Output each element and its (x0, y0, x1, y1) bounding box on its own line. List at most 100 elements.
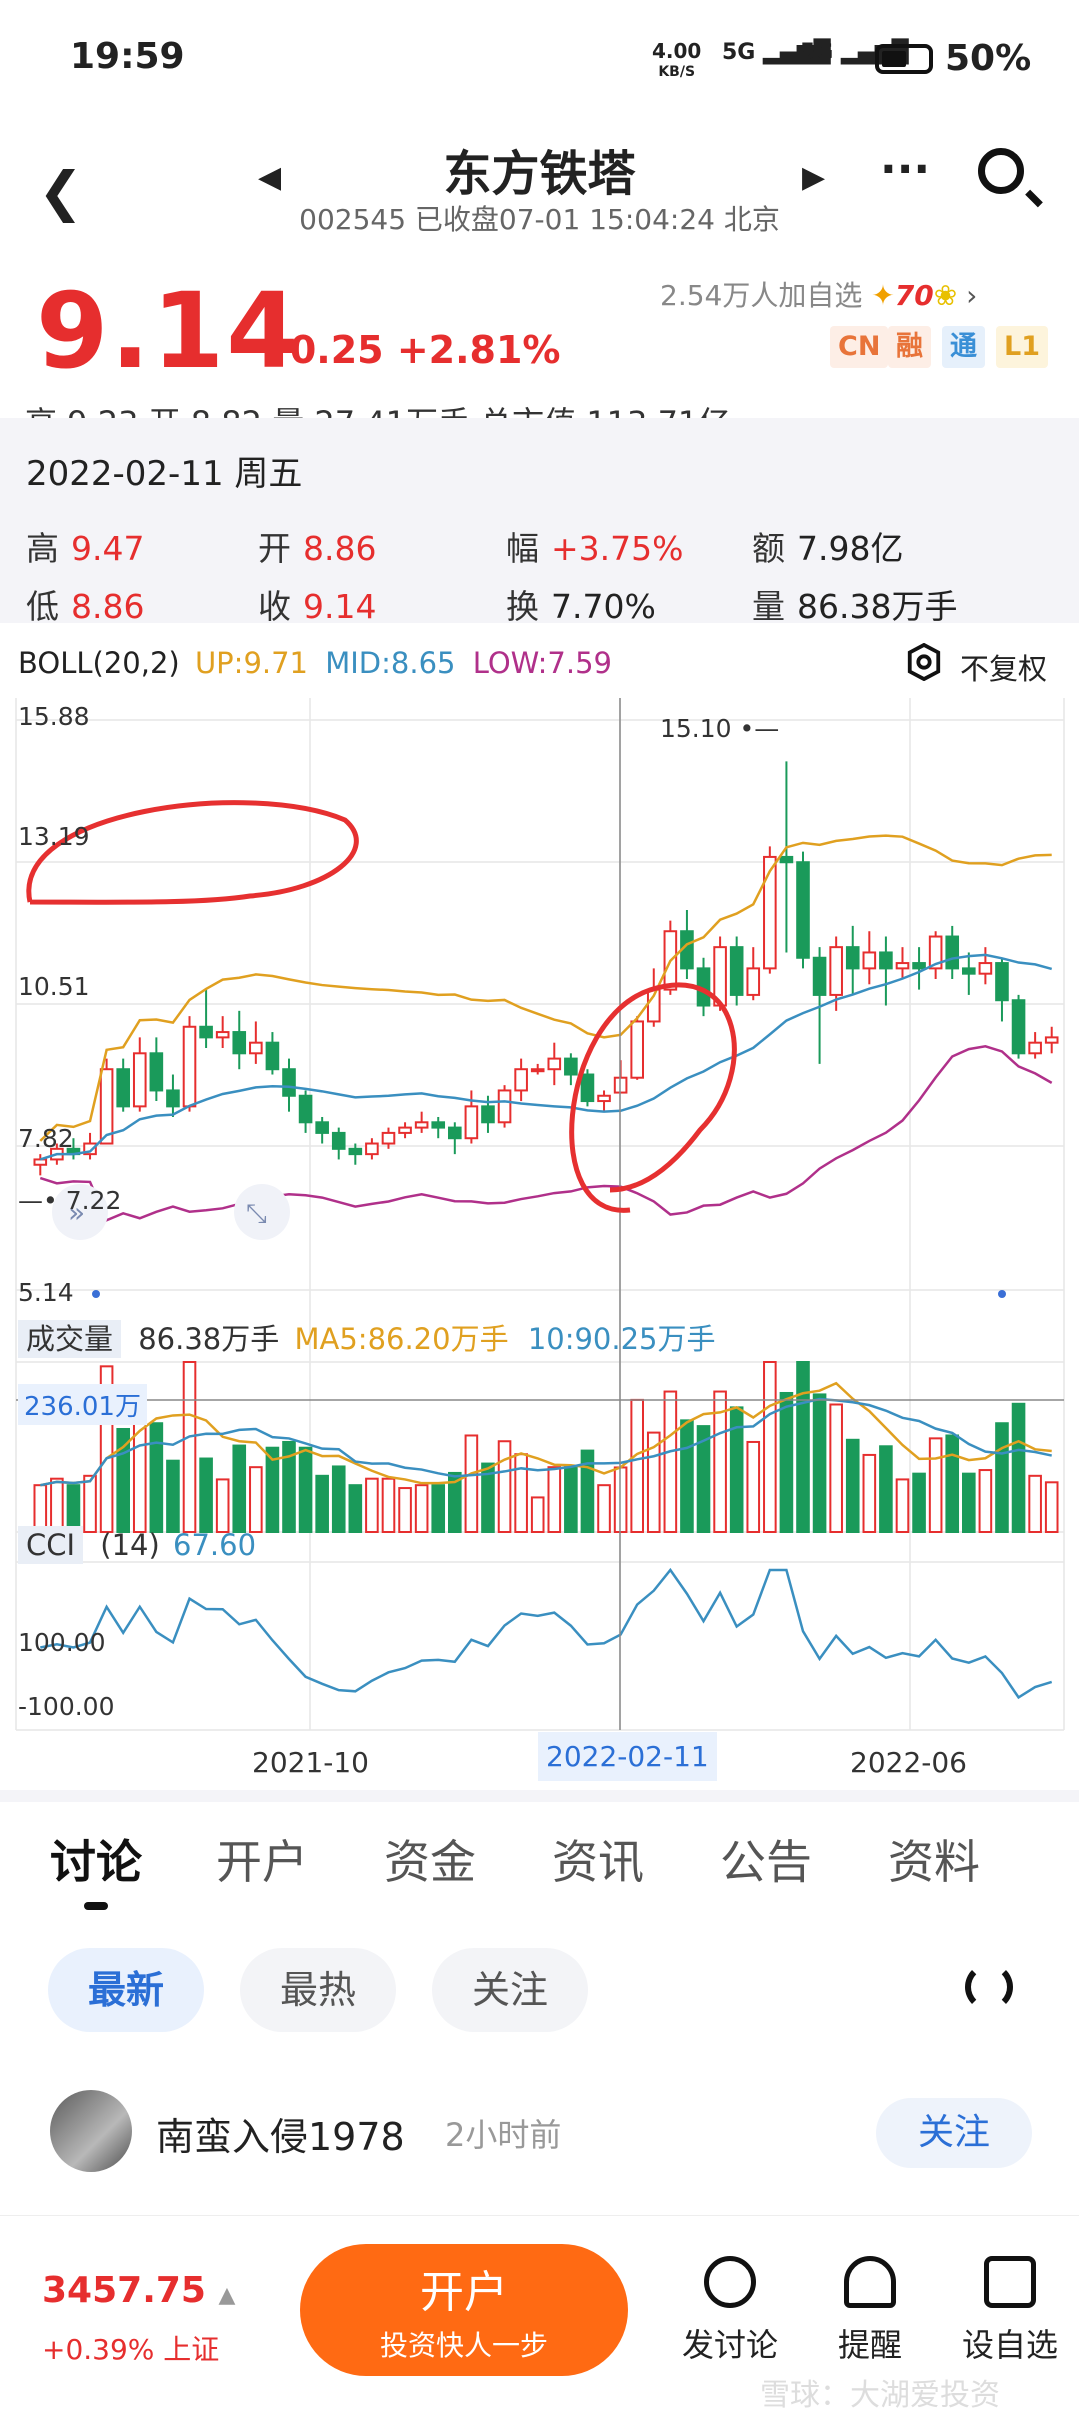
tab-profile[interactable]: 资料 (888, 1835, 980, 1889)
tab-funds[interactable]: 资金 (384, 1835, 476, 1889)
candle (199, 989, 213, 1048)
x-tick-1: 2021-10 (252, 1746, 369, 1779)
remind-button[interactable]: 提醒 (810, 2256, 930, 2366)
tab-news[interactable]: 资讯 (552, 1835, 644, 1889)
volume-bar (630, 1398, 644, 1534)
volume-bar (1028, 1474, 1042, 1533)
volume-legend[interactable]: 成交量 86.38万手 MA5:86.20万手 10:90.25万手 (18, 1316, 716, 1358)
candle (232, 1010, 247, 1070)
back-icon[interactable]: ❮ (38, 160, 84, 223)
next-stock-icon[interactable]: ▶ (802, 160, 826, 195)
candle (1028, 1032, 1042, 1059)
x-tick-3: 2022-06 (850, 1746, 967, 1779)
candle (1044, 1026, 1059, 1054)
volume-bar (680, 1419, 694, 1533)
chat-icon (704, 2256, 756, 2308)
badge-cn: CN (830, 326, 889, 368)
index-change: +0.39% 上证 (42, 2333, 220, 2366)
more-icon[interactable]: ··· (880, 144, 931, 195)
volume-bar (1011, 1402, 1026, 1533)
candle (398, 1122, 412, 1139)
followers-count[interactable]: 2.54万人加自选 ✦70❀ › (660, 279, 978, 312)
kline-chart[interactable]: » ⤡ (0, 690, 1079, 1800)
volume-bar (597, 1484, 611, 1533)
candle (331, 1127, 346, 1160)
volume-bar (845, 1438, 860, 1534)
watermark: 雪球：大湖爱投资 (760, 2378, 1000, 2413)
expand-left-icon[interactable] (52, 1184, 108, 1240)
quote-summary-row: 高 9.23 开 8.82 量 27.41万手 总市值 113.71亿 (25, 398, 1045, 422)
bottom-bar: 3457.75 ▲ +0.39% 上证 开户 投资快人一步 发讨论 提醒 设自选 (0, 2215, 1079, 2412)
candle (729, 936, 744, 1006)
volume-bar (962, 1472, 976, 1534)
battery-percent: 50% (945, 38, 1032, 79)
volume-bar (746, 1440, 761, 1533)
candle (182, 1016, 197, 1112)
tab-discussion[interactable]: 讨论 (50, 1835, 142, 1889)
filter-latest[interactable]: 最新 (48, 1948, 204, 2032)
volume-bar (995, 1422, 1009, 1533)
candle (514, 1058, 528, 1102)
volume-bar (348, 1484, 363, 1533)
refresh-icon[interactable] (965, 1963, 1013, 2011)
badge-margin: 融 (888, 326, 931, 368)
open-account-button[interactable]: 开户 投资快人一步 (300, 2244, 628, 2376)
volume-bar (912, 1472, 926, 1534)
y-tick-2: 13.19 (18, 822, 90, 851)
candle (448, 1122, 462, 1155)
volume-bar (431, 1484, 446, 1533)
candle (348, 1143, 363, 1165)
volume-bar (381, 1477, 396, 1533)
candle (1011, 994, 1026, 1059)
fullscreen-icon[interactable] (234, 1184, 290, 1240)
stock-subtitle: 002545 已收盘07-01 15:04:24 北京 (299, 203, 780, 236)
index-value[interactable]: 3457.75 ▲ (42, 2270, 236, 2311)
search-icon[interactable] (978, 148, 1024, 194)
volume-bar (298, 1446, 313, 1534)
volume-bar (166, 1459, 180, 1533)
volume-bar (249, 1466, 263, 1533)
adjust-mode[interactable]: 不复权 (960, 652, 1048, 686)
volume-bar (99, 1365, 114, 1533)
volume-bar (149, 1422, 164, 1533)
net-speed: 4.00 KB/S (652, 39, 702, 80)
boll-legend[interactable]: BOLL(20,2) UP:9.71 MID:8.65 LOW:7.59 (18, 646, 612, 680)
prev-stock-icon[interactable]: ◀ (258, 160, 282, 195)
filter-hot[interactable]: 最热 (240, 1948, 396, 2032)
volume-bar (215, 1478, 230, 1533)
post-time: 2小时前 (445, 2116, 562, 2154)
tab-announcements[interactable]: 公告 (720, 1835, 812, 1889)
candle (83, 1132, 97, 1160)
candle (132, 1037, 147, 1112)
follow-button[interactable]: 关注 (876, 2098, 1032, 2168)
discuss-button[interactable]: 发讨论 (670, 2256, 790, 2366)
y-tick-5: 5.14 (18, 1278, 74, 1307)
cci-tick-2: -100.00 (18, 1692, 115, 1721)
add-watchlist-button[interactable]: 设自选 (950, 2256, 1070, 2366)
avatar[interactable] (50, 2090, 132, 2172)
candle (249, 1021, 263, 1064)
info-amplitude: 幅 +3.75% (506, 529, 684, 568)
volume-bar (895, 1478, 910, 1533)
annotation-circle-date (26, 800, 359, 905)
volume-bar (580, 1449, 595, 1534)
post-item[interactable]: 南蛮入侵1978 2小时前 关注 (0, 2090, 1079, 2180)
volume-bar (713, 1390, 727, 1533)
volume-bar (50, 1477, 64, 1533)
settings-icon[interactable] (905, 643, 943, 681)
post-username[interactable]: 南蛮入侵1978 (156, 2115, 405, 2159)
candle (116, 1058, 130, 1112)
volume-bar (33, 1484, 48, 1533)
info-high: 高 9.47 (26, 529, 145, 568)
filter-following[interactable]: 关注 (432, 1948, 588, 2032)
cci-legend[interactable]: CCI (14) 67.60 (18, 1526, 256, 1564)
divider (0, 1790, 1079, 1802)
volume-bar (779, 1391, 794, 1533)
candle (33, 1154, 48, 1176)
candle (282, 1058, 296, 1112)
volume-bar (530, 1496, 545, 1533)
volume-bar (945, 1434, 960, 1533)
tab-open-account[interactable]: 开户 (216, 1835, 308, 1889)
svg-text:⤡: ⤡ (246, 1199, 267, 1229)
active-tab-indicator (84, 1902, 108, 1910)
